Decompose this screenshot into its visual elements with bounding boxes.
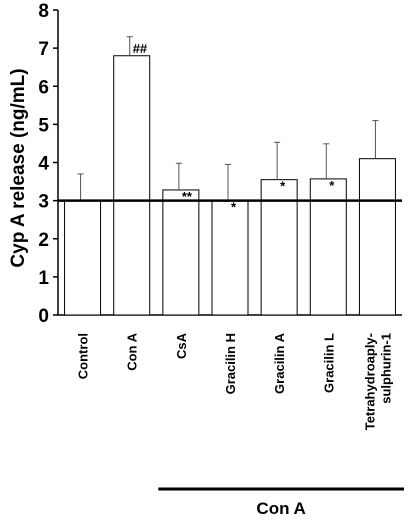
bar [113, 55, 151, 316]
significance-annotation: * [329, 178, 335, 193]
y-tick-label: 6 [38, 77, 49, 98]
bars: ##**** * [58, 36, 402, 316]
y-tick-label: 1 [38, 268, 49, 289]
category-label: Gracilin H [223, 333, 238, 394]
y-tick-label: 8 [38, 1, 49, 22]
y-tick-label: 5 [38, 115, 49, 136]
significance-annotation: * [231, 200, 237, 215]
bar [64, 200, 102, 316]
category-label: Gracilin L [321, 333, 336, 393]
category-label: Gracilin A [272, 332, 287, 394]
significance-annotation: ## [133, 41, 148, 56]
y-tick-label: 0 [38, 306, 49, 327]
category-label: Tetrahydroaply-sulphurin-1 [362, 333, 393, 430]
y-tick-label: 4 [38, 154, 49, 175]
significance-annotation: ** [182, 189, 193, 204]
category-label: CsA [174, 332, 189, 359]
bar [211, 200, 249, 316]
y-tick-label: 7 [38, 39, 49, 60]
significance-annotation: * [280, 179, 286, 194]
bar [309, 178, 347, 316]
bar [162, 189, 200, 316]
category-labels: Control Con A CsA Gracilin H Gracilin A Graci… [76, 332, 394, 430]
category-label: Control [76, 333, 91, 379]
y-tick-label: 3 [38, 192, 49, 213]
bar [260, 179, 298, 316]
y-tick-label: 2 [38, 230, 49, 251]
category-label: Con A [125, 332, 140, 370]
y-axis-label: Cyp A release (ng/mL) [8, 68, 29, 267]
group-label: Con A [256, 499, 305, 518]
bar [358, 158, 396, 316]
